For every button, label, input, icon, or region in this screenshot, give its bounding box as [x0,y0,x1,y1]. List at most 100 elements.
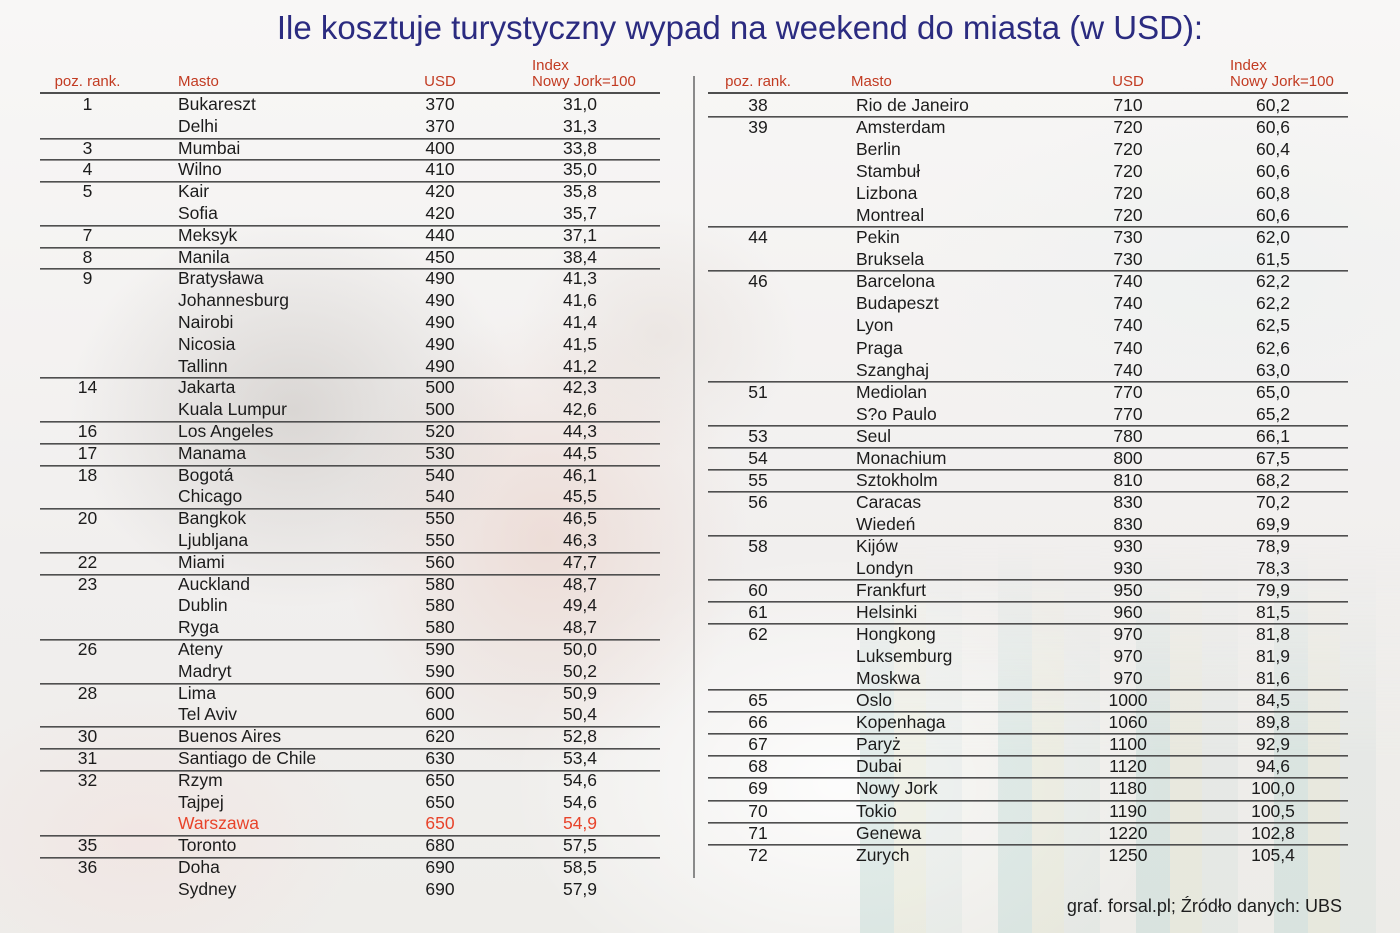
usd-cell: 800 [1113,447,1143,468]
vertical-divider [693,76,695,878]
index-cell: 60,4 [1255,139,1291,160]
rank-cell: 26 [77,638,98,659]
usd-cell: 970 [1113,668,1143,689]
rank-cell [40,399,135,421]
table-row: Szanghaj 740 63,0 [708,359,1348,381]
usd-cell: 630 [425,747,455,768]
usd-cell: 650 [425,791,455,812]
index-cell: 81,9 [1255,646,1291,667]
ranking-table-left: poz. rank. Masto USD Index Nowy Jork=100… [40,58,660,900]
rank-cell: 72 [748,844,768,865]
city-cell: Ljubljana [178,529,249,550]
usd-cell: 960 [1113,602,1143,623]
index-cell: 33,8 [562,137,598,158]
table-row: 72 Zurych 1250 105,4 [708,844,1348,866]
city-cell: Bratysława [178,268,264,289]
index-cell: 46,3 [562,529,598,550]
rank-cell: 53 [748,425,768,446]
usd-cell: 1220 [1108,822,1148,843]
usd-cell: 490 [425,290,455,311]
table-row: 69 Nowy Jork 1180 100,0 [708,777,1348,799]
table-row: Ryga 580 48,7 [40,617,660,639]
index-cell: 57,5 [562,835,598,856]
usd-cell: 490 [425,333,455,354]
index-cell: 81,6 [1255,668,1291,689]
index-cell: 62,0 [1255,227,1291,248]
rank-cell [40,595,135,617]
usd-cell: 1190 [1109,800,1147,821]
usd-cell: 1100 [1109,734,1147,755]
table-row: 62 Hongkong 970 81,8 [708,623,1348,645]
rank-cell: 70 [748,800,768,821]
usd-cell: 650 [425,769,455,790]
rank-cell [40,792,135,814]
table-row: 23 Auckland 580 48,7 [40,574,660,596]
city-cell: Bangkok [178,508,247,529]
usd-cell: 970 [1113,624,1143,645]
table-row: Stambuł 720 60,6 [708,160,1348,182]
rank-cell: 8 [82,246,93,267]
table-row: Johannesburg 490 41,6 [40,290,660,312]
faded-background-photo-stripes [860,540,1400,933]
city-cell: Barcelona [856,271,935,292]
city-cell: Los Angeles [178,420,274,441]
usd-cell: 730 [1113,249,1143,270]
rank-cell: 69 [748,778,768,799]
usd-cell: 370 [425,94,455,114]
table-rows: 38 Rio de Janeiro 710 60,2 39 Amsterdam 720 60,… [708,94,1348,866]
usd-cell: 830 [1113,513,1143,534]
city-cell: Londyn [856,557,914,578]
table-row: 4 Wilno 410 35,0 [40,159,660,181]
table-row: 7 Meksyk 440 37,1 [40,225,660,247]
table-row: 60 Frankfurt 950 79,9 [708,579,1348,601]
index-cell: 58,5 [562,856,598,877]
rank-cell [708,645,808,667]
index-cell: 44,5 [562,442,598,463]
rank-cell: 14 [77,377,98,398]
column-header-usd: USD [424,73,456,90]
index-cell: 50,9 [562,682,598,703]
rank-cell: 4 [82,159,93,180]
usd-cell: 590 [425,660,455,681]
column-header-city: Masto [178,73,219,90]
rank-cell [708,292,808,314]
table-row: Warszawa 650 54,9 [40,813,660,835]
table-row: Bruksela 730 61,5 [708,248,1348,270]
rank-cell: 16 [77,420,98,441]
usd-cell: 550 [425,508,455,529]
city-cell: Kuala Lumpur [178,399,287,420]
usd-cell: 490 [425,268,455,289]
city-cell: Berlin [856,139,901,160]
city-cell: Johannesburg [178,290,289,311]
table-row: 35 Toronto 680 57,5 [40,835,660,857]
index-cell: 46,1 [562,464,598,485]
usd-cell: 740 [1113,293,1143,314]
index-cell: 68,2 [1255,469,1291,490]
city-cell: Manila [178,246,230,267]
rank-cell: 67 [748,734,768,755]
city-cell: Mumbai [178,137,241,158]
usd-cell: 730 [1113,227,1143,248]
index-cell: 41,2 [562,355,598,376]
index-cell: 41,5 [562,333,598,354]
city-cell: Bruksela [856,249,925,270]
table-row: 36 Doha 690 58,5 [40,857,660,879]
rank-cell: 65 [748,690,768,711]
table-row: 26 Ateny 590 50,0 [40,639,660,661]
index-cell: 66,1 [1255,425,1291,446]
table-row: Moskwa 970 81,6 [708,667,1348,689]
usd-cell: 560 [425,551,455,572]
rank-cell: 68 [748,756,768,777]
index-cell: 50,2 [562,660,598,681]
index-cell: 102,8 [1251,822,1295,843]
index-cell: 31,0 [562,94,598,114]
city-cell: Praga [856,337,903,358]
index-cell: 65,2 [1255,403,1291,424]
rank-cell: 61 [748,602,768,623]
index-cell: 70,2 [1255,491,1291,512]
rank-cell [40,356,135,378]
table-row: Madryt 590 50,2 [40,661,660,683]
table-row: 28 Lima 600 50,9 [40,683,660,705]
rank-cell [708,337,808,359]
